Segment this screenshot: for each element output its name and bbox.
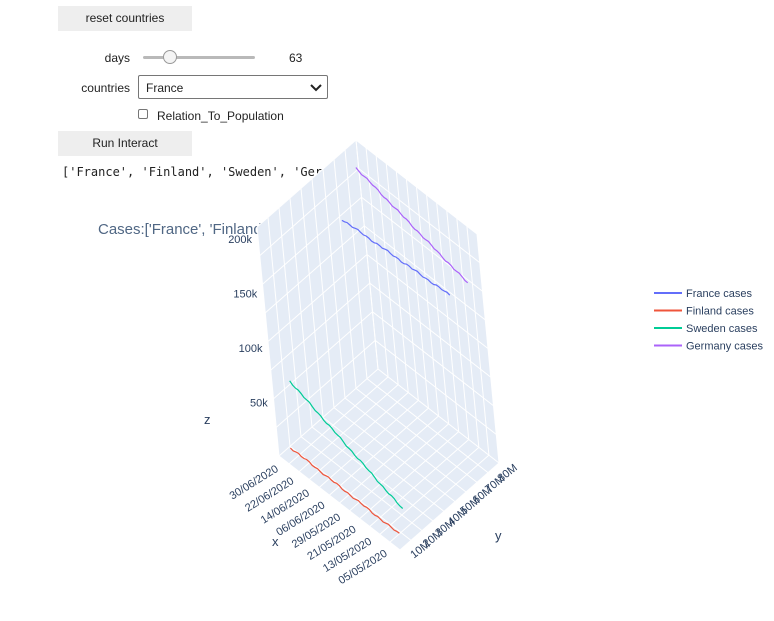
grid-line bbox=[366, 254, 489, 349]
y-axis-title: y bbox=[495, 528, 502, 543]
grid-line bbox=[270, 282, 371, 371]
grid-line bbox=[308, 392, 409, 480]
grid-line bbox=[389, 454, 490, 543]
grid-line bbox=[267, 254, 368, 342]
series-line bbox=[289, 380, 404, 509]
grid-line bbox=[361, 196, 483, 292]
grid-line bbox=[300, 436, 423, 532]
z-tick-label: 200k bbox=[228, 234, 252, 246]
grid-line bbox=[319, 399, 419, 488]
grid-line bbox=[374, 339, 497, 435]
chevron-down-icon bbox=[310, 84, 322, 92]
grid-line bbox=[339, 415, 439, 504]
grid-line bbox=[379, 446, 480, 535]
x-axis-title: x bbox=[272, 534, 279, 549]
legend-item-label: Finland cases bbox=[686, 306, 754, 318]
output-text: ['France', 'Finland', 'Sweden', 'Germany… bbox=[62, 165, 366, 179]
z-axis-title: z bbox=[204, 412, 211, 427]
grid-line bbox=[369, 282, 492, 378]
countries-select[interactable]: France bbox=[138, 75, 328, 99]
countries-select-value: France bbox=[146, 81, 184, 95]
y-tick-label: 80M bbox=[496, 462, 520, 485]
grid-line bbox=[344, 397, 467, 493]
legend-item-label: Sweden cases bbox=[686, 323, 758, 335]
z-tick-label: 150k bbox=[233, 288, 257, 300]
grid-line bbox=[333, 407, 456, 503]
days-slider-handle[interactable] bbox=[162, 50, 177, 64]
days-value: 63 bbox=[289, 51, 303, 65]
grid-line bbox=[349, 423, 449, 512]
grid-line bbox=[288, 376, 389, 465]
grid-line bbox=[372, 311, 494, 407]
days-slider-track[interactable] bbox=[143, 56, 255, 59]
grid-line bbox=[355, 139, 478, 235]
grid-line bbox=[369, 439, 470, 527]
grid-line bbox=[329, 407, 429, 496]
series-line bbox=[341, 219, 451, 296]
grid-line bbox=[256, 139, 357, 228]
relation-to-population-checkbox[interactable] bbox=[138, 109, 148, 119]
run-interact-button[interactable]: Run Interact bbox=[58, 131, 192, 156]
grid-line bbox=[259, 168, 360, 257]
series-line bbox=[355, 167, 469, 284]
grid-line bbox=[278, 455, 401, 551]
chart-legend[interactable]: France cases Finland cases Sweden cases Ger… bbox=[654, 288, 764, 353]
series-line bbox=[289, 447, 400, 534]
grid-line bbox=[298, 384, 399, 473]
relation-to-population-label: Relation_To_Population bbox=[157, 109, 284, 123]
grid-line bbox=[322, 416, 445, 512]
grid-line bbox=[278, 368, 379, 457]
grid-line bbox=[359, 431, 459, 520]
chart-scene: 05/05/202013/05/202021/05/202029/05/2020… bbox=[204, 139, 520, 587]
grid-line bbox=[273, 311, 373, 400]
grid-line bbox=[262, 196, 362, 285]
z-tick-label: 100k bbox=[239, 343, 263, 355]
grid-line bbox=[363, 225, 486, 321]
grid-line bbox=[355, 387, 478, 483]
grid-line bbox=[366, 378, 489, 474]
grid-line bbox=[399, 462, 500, 551]
grid-line bbox=[264, 225, 365, 314]
countries-label: countries bbox=[81, 81, 130, 95]
grid-line bbox=[377, 368, 500, 464]
grid-line bbox=[275, 339, 376, 428]
legend-item-label: France cases bbox=[686, 288, 753, 300]
grid-line bbox=[358, 168, 481, 264]
days-label: days bbox=[104, 51, 130, 65]
z-tick-label: 50k bbox=[250, 397, 268, 409]
legend-item-label: Germany cases bbox=[686, 341, 764, 353]
reset-countries-button[interactable]: reset countries bbox=[58, 6, 192, 31]
